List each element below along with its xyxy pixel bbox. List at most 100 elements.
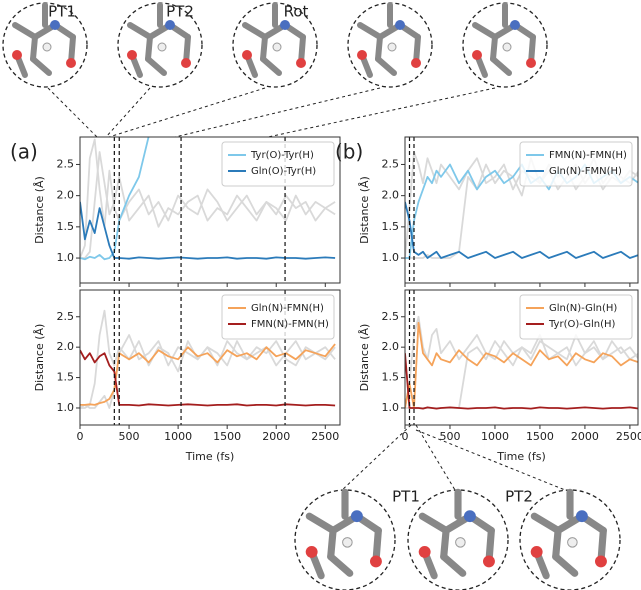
- y-tick-label: 1.0: [57, 251, 75, 264]
- legend-label: Gln(N)-Gln(H): [549, 303, 617, 314]
- atom-o: [595, 555, 607, 568]
- inset-connectors: [47, 87, 566, 493]
- y-tick-label: 1.0: [382, 401, 400, 414]
- x-tick-label: 0: [77, 430, 84, 443]
- bond: [490, 56, 512, 76]
- panel-label: (b): [335, 140, 363, 164]
- x-tick-label: 1500: [526, 430, 554, 443]
- legend-box: [519, 294, 633, 340]
- y-tick-label: 2.5: [57, 157, 75, 170]
- axes-frame: [404, 136, 639, 284]
- atom-o: [483, 555, 495, 568]
- bond: [30, 56, 52, 76]
- bond: [145, 56, 167, 76]
- y-tick-label: 2.5: [57, 310, 75, 323]
- x-tick-label: 2000: [262, 430, 290, 443]
- plot: 1.0 1.5 2.0 2.5 Distance (Å) (b) FMN(N)-FMN(H)…: [335, 136, 639, 287]
- atom-o: [242, 50, 252, 60]
- atom-n: [50, 20, 60, 30]
- axes-frame: [404, 289, 639, 426]
- atom-h: [157, 42, 167, 52]
- atom-n: [280, 20, 290, 30]
- atom-n: [165, 20, 175, 30]
- inset-label: PT2: [166, 3, 194, 21]
- atom-o: [181, 58, 191, 68]
- y-tick-label: 1.0: [57, 401, 75, 414]
- series-line: [80, 201, 336, 260]
- atom-o: [418, 545, 431, 558]
- y-axis-label: Distance (Å): [358, 176, 371, 244]
- atom-o: [127, 50, 137, 60]
- series-line: [80, 349, 336, 407]
- bond: [375, 56, 397, 76]
- atom-h: [502, 42, 512, 52]
- x-tick-label: 1500: [213, 430, 241, 443]
- atom-o: [370, 555, 382, 568]
- bond: [260, 56, 282, 76]
- plot-area: [80, 137, 336, 261]
- bond: [127, 22, 153, 40]
- x-tick-label: 2000: [571, 430, 599, 443]
- x-tick-label: 1000: [164, 430, 192, 443]
- atom-n: [510, 20, 520, 30]
- legend-label: Gln(O)-Tyr(H): [251, 166, 316, 177]
- background-line: [80, 151, 336, 259]
- plot: 1.0 1.5 2.0 2.5 0 500 1000 1500 2000 2500 Time (fs…: [358, 289, 641, 463]
- bond: [418, 512, 450, 535]
- bond: [30, 34, 38, 62]
- atom-n: [395, 20, 405, 30]
- x-tick-label: 1000: [481, 430, 509, 443]
- atom-h: [455, 537, 466, 548]
- bond: [145, 34, 153, 62]
- bond: [260, 34, 268, 62]
- legend-label: Gln(N)-FMN(H): [251, 303, 324, 314]
- y-axis-label: Distance (Å): [33, 324, 46, 392]
- plot: 1.0 1.5 2.0 2.5 Distance (Å) (a) Tyr(O)-Tyr(H)…: [10, 136, 341, 287]
- y-tick-label: 1.5: [57, 371, 75, 384]
- series-line: [405, 321, 638, 409]
- atom-h: [342, 537, 353, 548]
- y-tick-label: 2.0: [57, 189, 75, 202]
- plot: 1.0 1.5 2.0 2.5 0 500 1000 1500 2000 2500 Time (fs…: [33, 289, 341, 463]
- bond: [552, 553, 579, 577]
- y-tick-label: 2.0: [57, 340, 75, 353]
- bond: [357, 22, 383, 40]
- atom-o: [526, 58, 536, 68]
- x-tick-label: 2500: [311, 430, 339, 443]
- axes-frame: [79, 289, 341, 426]
- bond: [472, 22, 498, 40]
- atom-o: [66, 58, 76, 68]
- bond: [490, 34, 498, 62]
- inset-label: Rot: [284, 3, 309, 21]
- y-axis-label: Distance (Å): [33, 176, 46, 244]
- bond: [440, 526, 450, 561]
- legend-label: FMN(N)-FMN(H): [549, 150, 627, 161]
- atom-o: [530, 545, 543, 558]
- atom-h: [387, 42, 397, 52]
- inset-label: PT1: [48, 3, 76, 21]
- bond: [305, 512, 337, 535]
- series-line: [80, 137, 150, 261]
- y-tick-label: 2.5: [382, 157, 400, 170]
- bond: [552, 526, 562, 561]
- bond: [375, 34, 383, 62]
- plot-area: [405, 315, 638, 410]
- bond: [242, 22, 268, 40]
- atom-o: [411, 58, 421, 68]
- molecule-insets: [2, 2, 621, 590]
- atom-o: [357, 50, 367, 60]
- x-axis-label: Time (fs): [185, 450, 235, 463]
- bond: [327, 553, 354, 577]
- atom-n: [463, 510, 476, 523]
- inset-label: PT2: [505, 488, 533, 506]
- y-tick-label: 1.0: [382, 251, 400, 264]
- atom-o: [472, 50, 482, 60]
- series-line: [405, 201, 638, 259]
- plot-area: [80, 309, 336, 409]
- bond: [440, 553, 467, 577]
- x-tick-label: 500: [119, 430, 140, 443]
- y-tick-label: 1.5: [382, 371, 400, 384]
- legend-label: FMN(N)-FMN(H): [251, 319, 329, 330]
- x-tick-label: 0: [402, 430, 409, 443]
- legend-label: Tyr(O)-Tyr(H): [250, 150, 314, 161]
